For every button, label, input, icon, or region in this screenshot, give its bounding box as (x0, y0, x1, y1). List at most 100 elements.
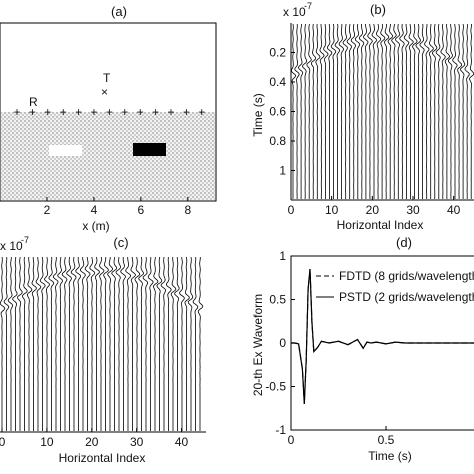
white-block (49, 145, 82, 156)
wiggle-trace (464, 23, 470, 199)
panel-b-scale: x 10 (283, 5, 306, 19)
y-tick-label: 1 (279, 164, 286, 178)
wiggle-trace (79, 257, 86, 431)
wiggle-trace (75, 256, 82, 431)
receiver-label: R (29, 95, 38, 109)
x-tick-label: 20 (366, 203, 380, 217)
wiggle-trace (94, 256, 100, 431)
panel-a-x-ticks: 2 4 6 8 (44, 197, 191, 217)
x-tick-label: 6 (138, 203, 145, 217)
wiggle-trace (302, 23, 308, 199)
receiver-marker: + (198, 105, 205, 119)
panel-d-y-ticks: -1 -0.5 0 0.5 1 (265, 249, 295, 437)
wiggle-trace (7, 257, 14, 431)
y-tick-label: 0.5 (269, 293, 286, 307)
wiggle-trace (315, 23, 321, 199)
panel-b-ylabel: Time (s) (251, 93, 265, 137)
panel-c-scale: x 10 (0, 239, 23, 253)
x-tick-label: 40 (447, 203, 461, 217)
wiggle-trace (66, 256, 72, 431)
wiggle-trace (165, 256, 172, 431)
legend-pstd-label: PSTD (2 grids/wavelength) (339, 290, 474, 304)
wiggle-trace (435, 23, 441, 199)
wiggle-trace (70, 256, 77, 431)
wiggle-trace (192, 256, 199, 431)
receiver-marker: + (29, 105, 36, 119)
wiggle-trace (35, 256, 42, 431)
panel-c: (c) x 10 -7 0 10 20 30 40 Horizontal Index (0, 235, 206, 465)
wiggle-trace (448, 23, 454, 200)
wiggle-trace (457, 23, 463, 199)
wiggle-trace (3, 256, 10, 431)
wiggle-trace (138, 256, 145, 431)
panel-b-title: (b) (370, 2, 386, 17)
wiggle-trace (22, 256, 28, 431)
x-tick-label: 10 (40, 435, 54, 449)
x-tick-label: 0 (0, 435, 6, 449)
y-tick-label: 0.4 (269, 75, 286, 89)
wiggle-trace (431, 23, 438, 199)
pstd-series-line (291, 268, 474, 404)
wiggle-trace (179, 256, 185, 431)
legend-fdtd-label: FDTD (8 grids/wavelength) (339, 269, 474, 283)
x-tick-label: 0 (288, 203, 295, 217)
wiggle-trace (61, 256, 68, 431)
wiggle-trace (31, 257, 37, 431)
wiggle-trace (440, 23, 446, 199)
wiggle-trace (152, 257, 159, 431)
wiggle-trace (408, 23, 414, 200)
panel-b-x-ticks: 0 10 20 30 40 (288, 196, 461, 217)
wiggle-trace (120, 256, 126, 431)
receiver-marker: + (167, 105, 174, 119)
wiggle-trace (428, 23, 434, 199)
x-tick-label: 4 (91, 203, 98, 217)
wiggle-trace (12, 256, 18, 431)
wiggle-trace (294, 23, 300, 199)
wiggle-trace (174, 257, 180, 431)
wiggle-trace (363, 24, 369, 199)
wiggle-trace (187, 256, 194, 431)
x-tick-label: 0 (288, 433, 295, 447)
panel-a-title: (a) (111, 4, 127, 19)
receiver-markers: + + + + + + + + + + + + + (13, 105, 205, 119)
wiggle-trace (354, 23, 361, 199)
wiggle-trace (375, 23, 382, 199)
transmitter-marker: × (101, 85, 108, 99)
panel-b-xlabel: Horizontal Index (337, 218, 424, 232)
wiggle-trace (297, 24, 304, 199)
wiggle-trace (371, 23, 378, 199)
panel-c-title: (c) (113, 235, 128, 250)
wiggle-trace (39, 256, 46, 431)
panel-a: (a) + + + + + + + + + + + + + R T × 2 4 6 8 x (m) (0, 4, 217, 233)
y-tick-label: 0 (279, 336, 286, 350)
wiggle-trace (319, 23, 325, 199)
receiver-marker: + (75, 105, 82, 119)
receiver-marker: + (44, 105, 51, 119)
y-tick-label: -1 (275, 423, 286, 437)
wiggle-trace (130, 256, 136, 431)
wiggle-trace (142, 256, 149, 431)
wiggle-trace (330, 23, 337, 199)
black-block (133, 143, 166, 156)
dotted-subsurface (1, 112, 215, 200)
y-tick-label: 0.2 (269, 46, 286, 60)
wiggle-trace (147, 257, 154, 431)
x-tick-label: 40 (175, 435, 189, 449)
panel-c-xlabel: Horizontal Index (59, 451, 146, 465)
wiggle-trace (403, 24, 410, 199)
panel-c-scale-exp: -7 (21, 235, 29, 245)
wiggle-trace (452, 23, 458, 199)
panel-c-wiggles (0, 256, 204, 431)
wiggle-trace (380, 23, 386, 199)
wiggle-trace (460, 23, 466, 199)
panel-d-title: (d) (396, 235, 412, 250)
wiggle-trace (469, 24, 474, 199)
wiggle-trace (89, 256, 96, 431)
wiggle-trace (415, 23, 421, 199)
receiver-marker: + (137, 105, 144, 119)
x-tick-label: 0.5 (378, 433, 395, 447)
receiver-marker: + (183, 105, 190, 119)
panel-b: (b) x 10 -7 0.2 0.4 0.6 0.8 1 0 10 20 30 40 Time… (251, 1, 474, 232)
y-tick-label: 0.8 (269, 134, 286, 148)
wiggle-trace (52, 257, 59, 431)
